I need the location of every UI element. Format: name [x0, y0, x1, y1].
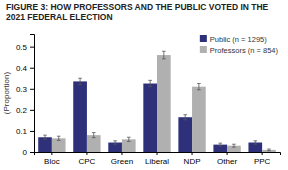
error-bar [113, 141, 117, 144]
bar [192, 87, 206, 152]
y-tick-mark [30, 152, 34, 153]
x-tick-label: NDP [184, 157, 201, 166]
legend-label: Public (n = 1295) [210, 35, 267, 44]
y-tick: 0.2 [16, 106, 34, 115]
x-tick-mark [262, 152, 263, 155]
y-tick-label: 0.4 [16, 64, 28, 73]
title-line: 2021 FEDERAL ELECTION [6, 12, 113, 22]
plot: 0 0.1 0.2 0.3 0.4 0.5 Bloc CPC Green Liberal NDP Ot… [16, 35, 281, 166]
error-bar [253, 141, 257, 144]
y-tick: 0.4 [16, 64, 34, 73]
x-tick-mark [86, 152, 87, 155]
x-tick-mark [51, 152, 52, 155]
y-axis-line [30, 35, 35, 153]
y-tick-label: 0.2 [16, 106, 28, 115]
error-bar [78, 78, 82, 84]
x-tick: PPC [254, 152, 271, 166]
y-tick-label: 0.5 [16, 43, 28, 52]
x-tick-label: Green [111, 157, 133, 166]
error-bar [232, 144, 236, 147]
title-line: FIGURE 3: HOW PROFESSORS AND THE PUBLIC … [6, 2, 269, 12]
bar [73, 81, 87, 152]
y-tick-mark [30, 47, 34, 48]
y-axis-title: (Proportion) [2, 72, 11, 115]
y-tick: 0.1 [16, 127, 34, 136]
x-tick: CPC [78, 152, 95, 166]
y-tick-label: 0.3 [16, 85, 28, 94]
bar-series [52, 51, 276, 152]
x-tick-mark [157, 152, 158, 155]
legend: Public (n = 1295) Professors (n = 854) [200, 35, 279, 55]
x-tick-label: CPC [78, 157, 95, 166]
y-tick-label: 0 [23, 148, 28, 157]
error-bar [57, 136, 61, 140]
error-bar [197, 84, 201, 90]
x-tick: Green [111, 152, 133, 166]
x-tick-label: Bloc [44, 157, 60, 166]
x-tick: NDP [184, 152, 201, 166]
chart-svg: FIGURE 3: HOW PROFESSORS AND THE PUBLIC … [0, 0, 288, 170]
y-tick-label: 0.1 [16, 127, 28, 136]
error-bar [148, 80, 152, 86]
error-bar [183, 115, 187, 120]
y-tick-mark [30, 131, 34, 132]
error-bar [92, 133, 96, 138]
error-bar [43, 135, 47, 139]
x-tick-mark [227, 152, 228, 155]
legend-item: Public (n = 1295) [200, 35, 267, 44]
x-axis: Bloc CPC Green Liberal NDP Other PPC [35, 152, 281, 166]
y-axis: 0 0.1 0.2 0.3 0.4 0.5 [16, 35, 35, 158]
bar-series [38, 78, 262, 152]
x-tick: Liberal [145, 152, 169, 166]
y-tick-mark [30, 110, 34, 111]
error-bar [162, 51, 166, 59]
x-tick: Bloc [44, 152, 60, 166]
y-tick-mark [30, 68, 34, 69]
y-tick: 0.3 [16, 85, 34, 94]
error-bar [127, 137, 131, 141]
x-tick-label: PPC [254, 157, 271, 166]
y-tick: 0 [23, 148, 34, 157]
x-tick-mark [121, 152, 122, 155]
bar [157, 55, 171, 152]
bar [143, 84, 157, 152]
x-tick-mark [192, 152, 193, 155]
x-tick: Other [217, 152, 237, 166]
error-bar [267, 149, 271, 151]
legend-swatch [200, 46, 207, 53]
y-tick-mark [30, 89, 34, 90]
legend-swatch [200, 35, 207, 42]
y-tick: 0.5 [16, 43, 34, 52]
x-tick-label: Liberal [145, 157, 169, 166]
bar [178, 117, 192, 152]
bar [262, 150, 276, 152]
x-axis-line [35, 153, 281, 156]
bars [38, 51, 276, 152]
title: FIGURE 3: HOW PROFESSORS AND THE PUBLIC … [6, 2, 269, 22]
legend-item: Professors (n = 854) [200, 46, 279, 55]
x-tick-label: Other [217, 157, 237, 166]
error-bar [218, 143, 222, 146]
chart-container: FIGURE 3: HOW PROFESSORS AND THE PUBLIC … [0, 0, 288, 170]
legend-label: Professors (n = 854) [210, 46, 279, 55]
